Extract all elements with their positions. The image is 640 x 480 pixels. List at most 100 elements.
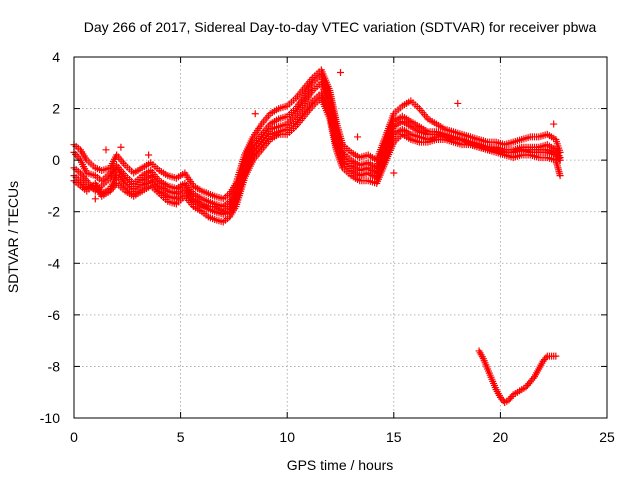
- data-point: [74, 175, 82, 183]
- data-point: [209, 191, 217, 199]
- data-point: [74, 167, 82, 175]
- data-point: [290, 96, 298, 104]
- data-point: [290, 125, 298, 133]
- data-point: [422, 113, 430, 121]
- data-point: [362, 165, 370, 173]
- data-point: [362, 177, 370, 185]
- data-point: [136, 165, 144, 173]
- data-point: [478, 353, 486, 361]
- data-point: [533, 133, 541, 141]
- data-point: [81, 183, 89, 191]
- data-point: [332, 144, 340, 152]
- data-point: [523, 381, 531, 389]
- data-point: [162, 170, 170, 178]
- x-tick-label: 25: [599, 429, 615, 445]
- x-tick-label: 5: [177, 429, 185, 445]
- data-point: [541, 154, 549, 162]
- data-point: [307, 89, 315, 97]
- data-point: [154, 180, 162, 188]
- y-tick-label: -8: [48, 358, 61, 374]
- data-point: [264, 112, 272, 120]
- data-point: [290, 112, 298, 120]
- data-point: [299, 114, 307, 122]
- data-point: [82, 154, 90, 162]
- data-point: [396, 132, 404, 140]
- data-point: [273, 106, 281, 114]
- data-point: [473, 135, 481, 143]
- data-point: [550, 352, 558, 360]
- data-point: [224, 191, 232, 199]
- data-point: [136, 179, 144, 187]
- data-point: [345, 159, 353, 167]
- data-point: [104, 188, 112, 196]
- data-point: [224, 204, 232, 212]
- data-point: [202, 211, 210, 219]
- data-point: [405, 134, 413, 142]
- data-point: [422, 138, 430, 146]
- data-point: [506, 394, 514, 402]
- data-point: [550, 120, 558, 128]
- data-point: [413, 126, 421, 134]
- data-point: [528, 376, 536, 384]
- data-point: [240, 176, 248, 184]
- data-point: [153, 165, 161, 173]
- data-point: [447, 127, 455, 135]
- data-point: [354, 152, 362, 160]
- data-point: [136, 188, 144, 196]
- data-point: [481, 145, 489, 153]
- data-point: [413, 137, 421, 145]
- data-point: [81, 175, 89, 183]
- data-point: [490, 138, 498, 146]
- data-point: [145, 183, 153, 191]
- data-point: [217, 217, 225, 225]
- data-point: [248, 135, 256, 143]
- data-point: [209, 203, 217, 211]
- x-axis-label: GPS time / hours: [287, 457, 394, 473]
- data-point: [299, 101, 307, 109]
- data-point: [281, 113, 289, 121]
- x-tick-label: 20: [493, 429, 509, 445]
- data-point: [389, 112, 397, 120]
- data-point: [538, 359, 546, 367]
- data-point: [102, 146, 110, 154]
- data-point: [362, 152, 370, 160]
- data-point: [231, 205, 239, 213]
- data-point: [354, 175, 362, 183]
- data-point: [338, 139, 346, 147]
- data-point: [541, 146, 549, 154]
- data-point: [464, 141, 472, 149]
- y-axis-label: SDTVAR / TECUs: [5, 181, 21, 293]
- x-tick-label: 0: [70, 429, 78, 445]
- data-point: [542, 354, 550, 362]
- y-tick-label: -6: [48, 307, 61, 323]
- data-point: [264, 127, 272, 135]
- data-point: [170, 189, 178, 197]
- grid-layer: [74, 57, 607, 418]
- data-point: [396, 104, 404, 112]
- data-point: [74, 144, 82, 152]
- data-point: [464, 132, 472, 140]
- data-point: [337, 68, 344, 76]
- data-point: [534, 367, 542, 375]
- data-point: [162, 186, 170, 194]
- chart-title: Day 266 of 2017, Sidereal Day-to-day VTE…: [84, 19, 597, 35]
- data-point: [490, 148, 498, 156]
- data-point: [217, 194, 225, 202]
- data-point: [481, 137, 489, 145]
- data-point: [188, 200, 196, 208]
- data-point: [170, 174, 178, 182]
- data-point: [520, 384, 528, 392]
- data-point: [196, 199, 204, 207]
- data-point: [556, 170, 564, 178]
- data-point: [251, 110, 259, 118]
- data-point: [128, 167, 136, 175]
- data-point: [281, 121, 289, 129]
- data-point: [338, 162, 346, 170]
- y-tick-label: 4: [52, 49, 60, 65]
- data-point: [256, 148, 264, 156]
- data-point: [89, 171, 97, 179]
- data-point: [231, 181, 239, 189]
- data-point: [345, 146, 353, 154]
